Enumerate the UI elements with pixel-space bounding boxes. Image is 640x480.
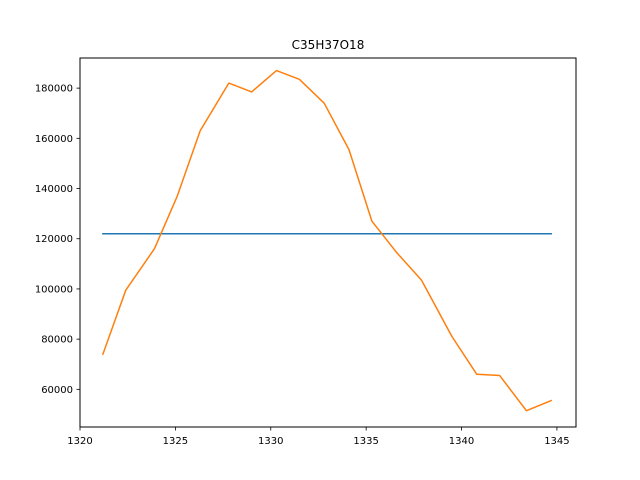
y-tick-label: 160000: [35, 134, 73, 145]
x-tick-label: 1340: [449, 436, 474, 447]
y-tick-label: 140000: [35, 184, 73, 195]
y-tick-label: 100000: [35, 284, 73, 295]
plot-frame: [79, 57, 577, 428]
x-tick-label: 1330: [258, 436, 283, 447]
x-axis: 1320 1325 1330 1335 1340 1345: [67, 427, 570, 447]
x-tick-label: 1325: [163, 436, 188, 447]
y-axis: 60000 80000 100000 120000 140000 160000 180000: [35, 84, 80, 396]
y-tick-label: 60000: [41, 385, 73, 396]
x-tick-label: 1335: [353, 436, 378, 447]
x-tick-label: 1320: [67, 436, 92, 447]
series-line-2: [101, 69, 553, 412]
y-tick-label: 80000: [41, 335, 73, 346]
series-layer: [101, 69, 553, 412]
x-tick-label: 1345: [544, 436, 569, 447]
y-tick-label: 180000: [35, 84, 73, 95]
chart-title: C35H37O18: [292, 38, 365, 52]
y-tick-label: 120000: [35, 234, 73, 245]
